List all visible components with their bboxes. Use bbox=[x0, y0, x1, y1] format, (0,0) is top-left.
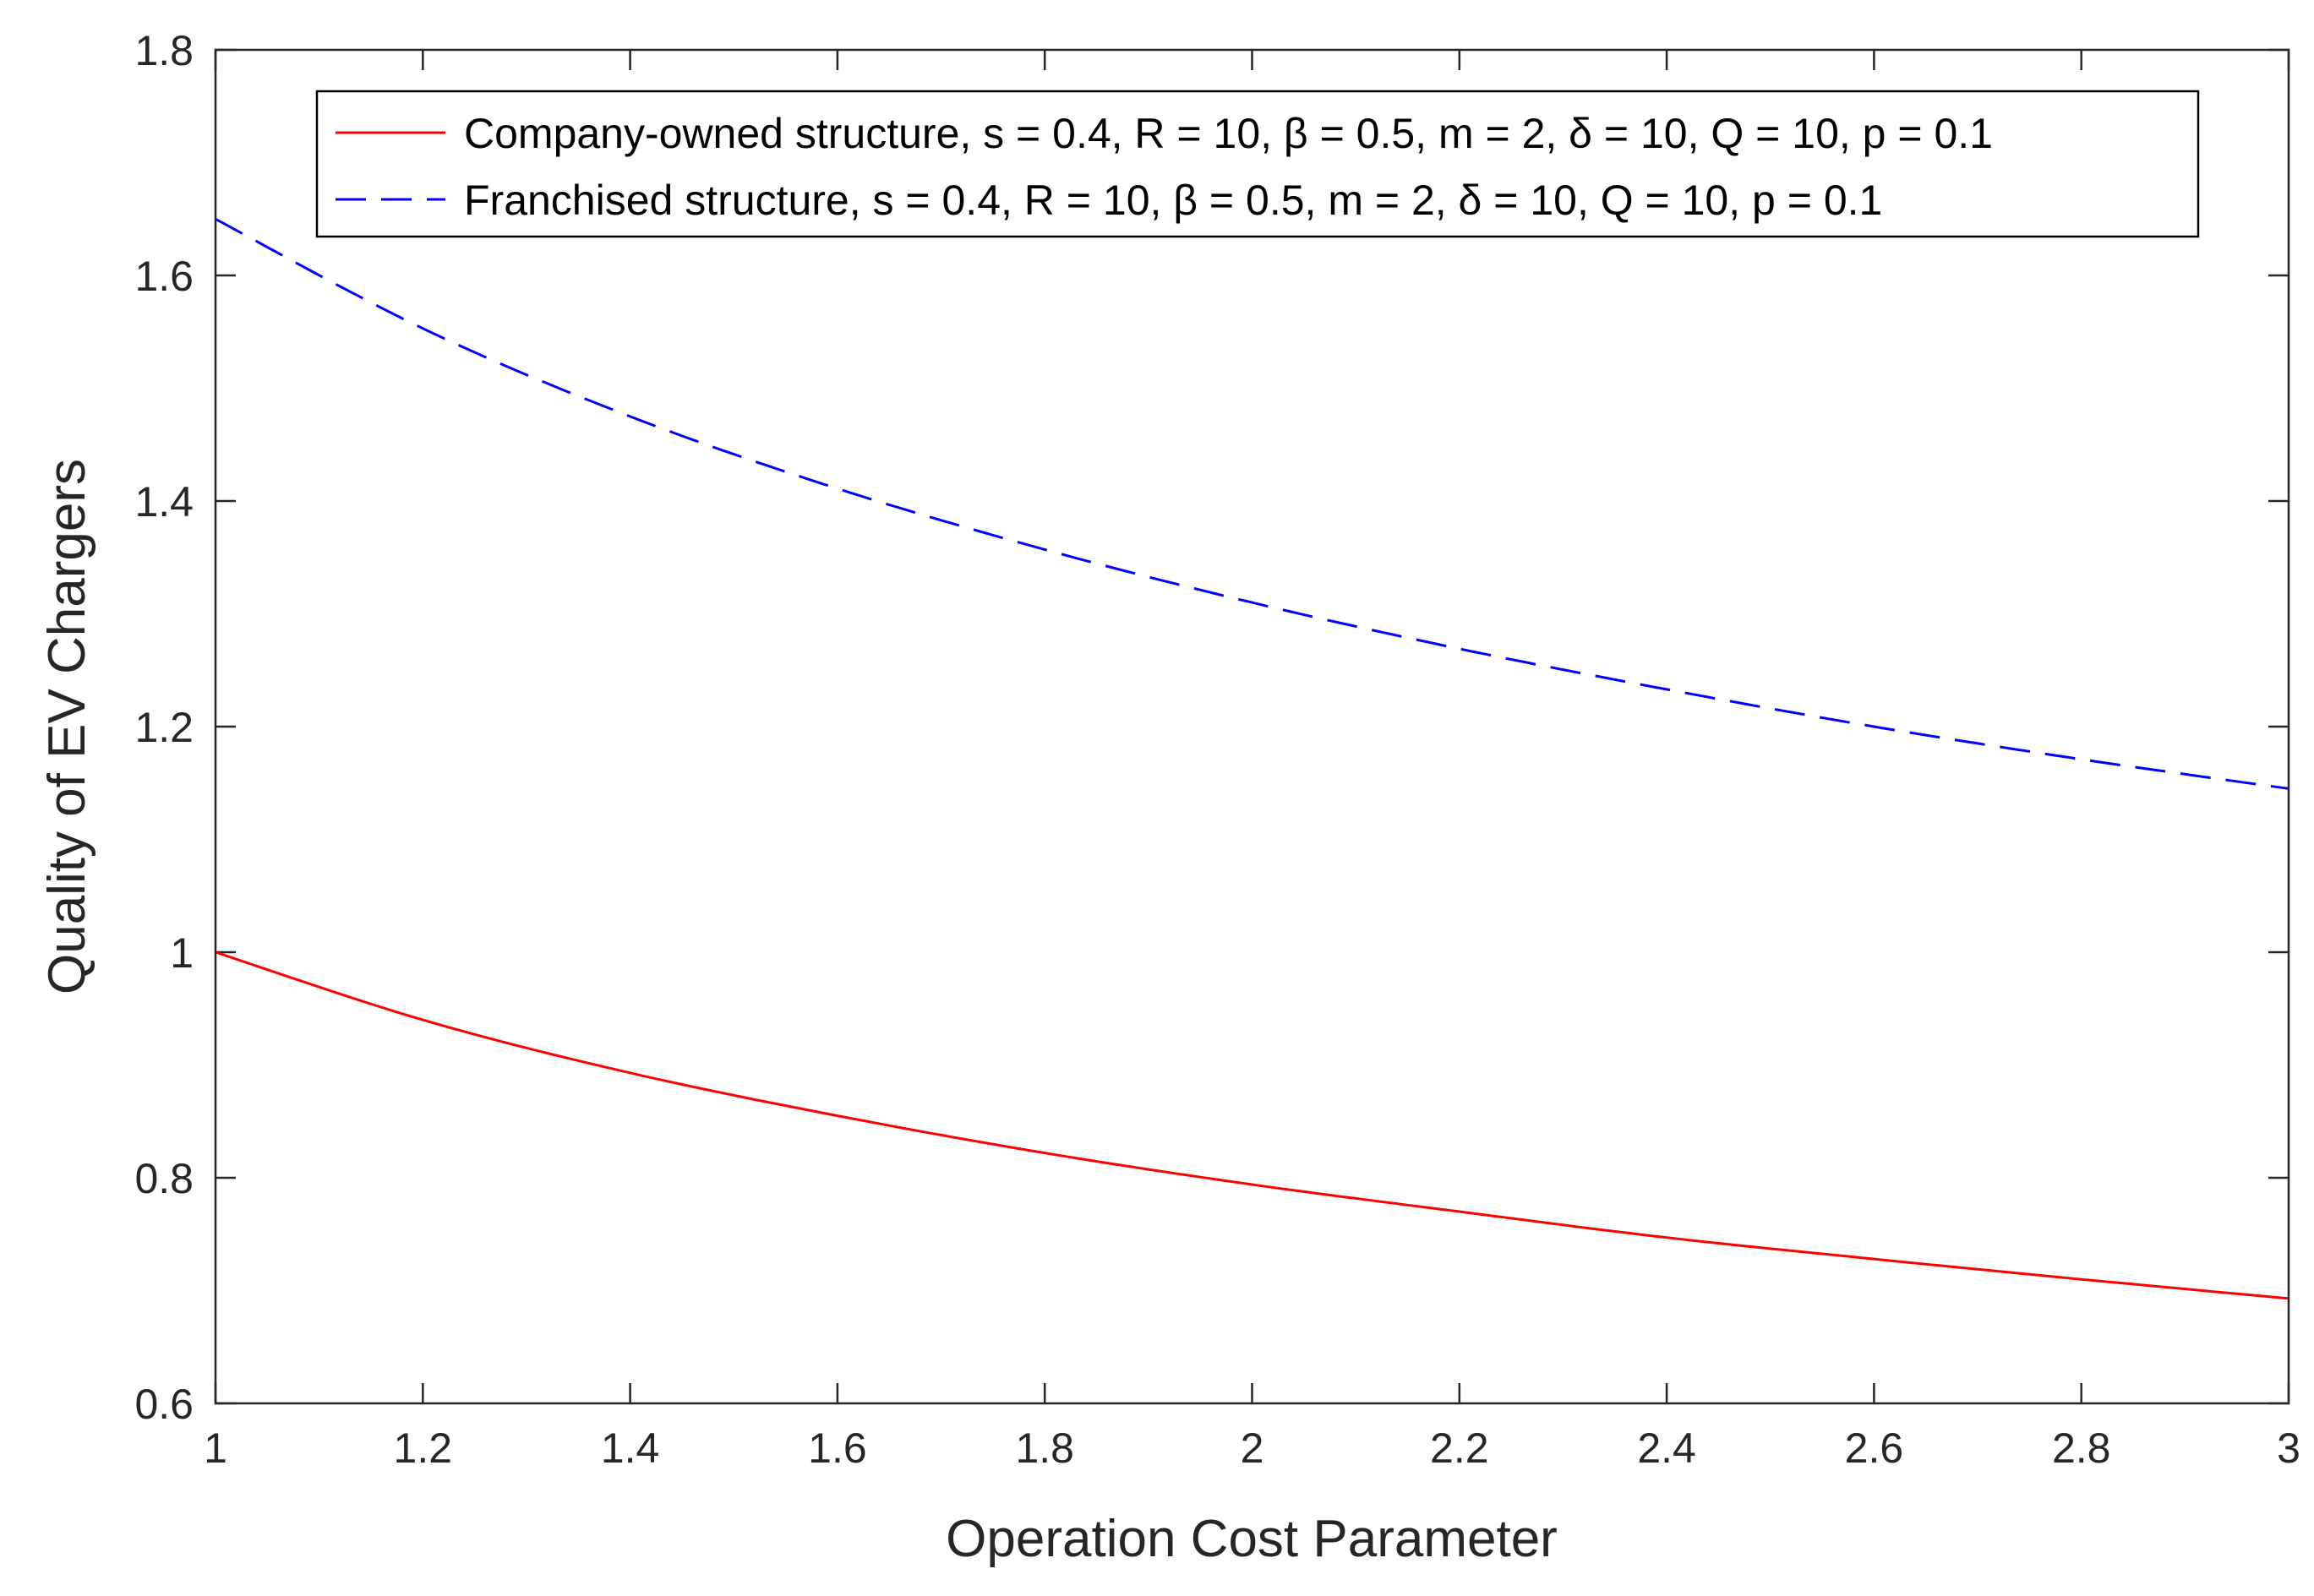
plot-frame bbox=[214, 48, 2290, 1405]
y-tick-label: 0.8 bbox=[134, 1155, 194, 1202]
x-tick-label: 2.6 bbox=[1845, 1424, 1904, 1472]
series-layer bbox=[215, 217, 2289, 1300]
legend-label-franchised: Franchised structure, s = 0.4, R = 10, β… bbox=[464, 177, 1882, 224]
x-tick-label: 1 bbox=[204, 1424, 227, 1472]
x-tick-label: 3 bbox=[2277, 1424, 2300, 1472]
legend-box bbox=[315, 90, 2200, 238]
y-tick-label: 1.8 bbox=[134, 27, 194, 74]
y-tick-label: 1.6 bbox=[134, 253, 194, 300]
y-tick-label: 0.6 bbox=[134, 1381, 194, 1428]
legend-label-company-owned: Company-owned structure, s = 0.4, R = 10… bbox=[464, 110, 1993, 157]
x-tick-label: 1.8 bbox=[1015, 1424, 1074, 1472]
y-tick-label: 1.2 bbox=[134, 704, 194, 751]
y-axis-title: Quality of EV Chargers bbox=[38, 459, 96, 994]
x-tick-label: 2 bbox=[1241, 1424, 1264, 1472]
tick-labels: 1 1.2 1.4 1.6 1.8 2 2.2 2.4 2.6 2.8 3 0.6 0.8 1 1.2 1.4… bbox=[134, 27, 2300, 1472]
x-tick-label: 1.6 bbox=[808, 1424, 867, 1472]
x-axis-title: Operation Cost Parameter bbox=[946, 1510, 1558, 1568]
x-tick-label: 1.4 bbox=[601, 1424, 660, 1472]
y-tick-label: 1.4 bbox=[134, 478, 194, 526]
y-tick-label: 1 bbox=[170, 929, 194, 977]
plot-area bbox=[216, 50, 2289, 1403]
x-tick-label: 1.2 bbox=[394, 1424, 453, 1472]
series-line-franchised bbox=[215, 217, 2289, 790]
x-tick-label: 2.8 bbox=[2052, 1424, 2111, 1472]
x-tick-label: 2.4 bbox=[1637, 1424, 1696, 1472]
legend: Company-owned structure, s = 0.4, R = 10… bbox=[315, 90, 2200, 238]
x-tick-label: 2.2 bbox=[1430, 1424, 1489, 1472]
series-line-company-owned bbox=[215, 951, 2289, 1300]
